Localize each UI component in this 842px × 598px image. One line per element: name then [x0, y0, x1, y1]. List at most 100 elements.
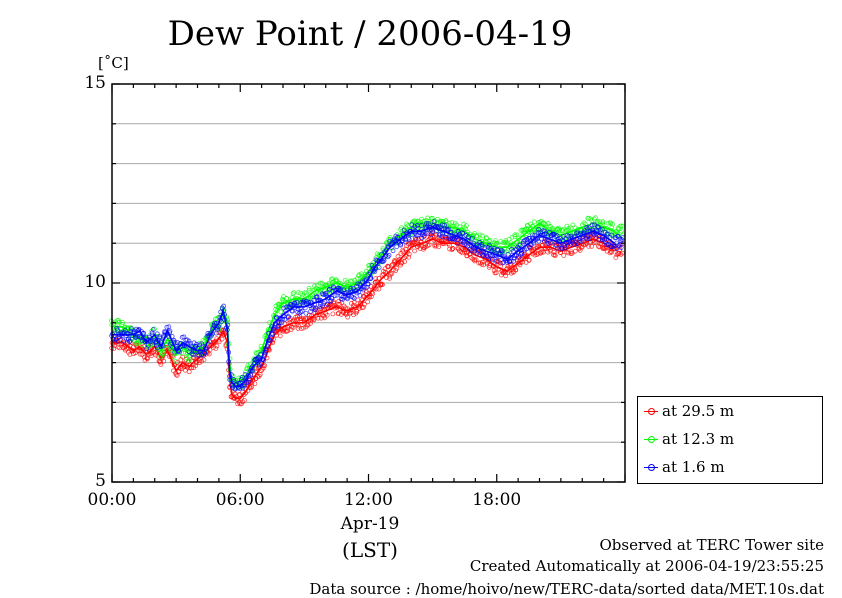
data-point	[474, 233, 480, 239]
data-point	[284, 304, 289, 310]
data-point	[416, 219, 421, 224]
data-point	[328, 298, 334, 304]
legend-item: at 29.5 m	[644, 401, 734, 421]
data-point	[426, 242, 432, 248]
data-point	[387, 275, 392, 281]
data-point	[487, 237, 493, 243]
y-tick-label: 15	[84, 73, 106, 93]
data-point	[531, 219, 537, 225]
data-point	[278, 309, 284, 315]
data-point	[586, 243, 592, 249]
data-point	[294, 300, 300, 305]
legend-swatch-green	[644, 435, 658, 443]
data-point	[253, 350, 259, 356]
data-point	[449, 247, 455, 253]
data-point	[299, 308, 305, 314]
data-point	[201, 357, 207, 363]
data-point	[560, 234, 566, 239]
data-point	[486, 242, 492, 248]
data-point	[322, 291, 328, 297]
data-point	[602, 230, 608, 235]
data-point	[562, 245, 568, 251]
data-point	[508, 258, 514, 264]
data-point	[277, 333, 283, 339]
data-point	[618, 238, 624, 244]
data-point	[331, 284, 336, 290]
data-point	[449, 220, 455, 225]
data-point	[127, 338, 133, 344]
data-point	[311, 294, 317, 300]
data-point	[592, 232, 598, 238]
data-point	[158, 361, 164, 367]
data-point	[290, 308, 296, 314]
data-point	[369, 263, 375, 268]
data-point	[181, 334, 187, 340]
data-point	[439, 234, 445, 239]
data-point	[470, 235, 475, 241]
data-point	[166, 324, 172, 330]
data-point	[595, 219, 600, 224]
data-point	[149, 330, 155, 336]
data-point	[376, 286, 382, 292]
data-point	[351, 312, 356, 318]
data-point	[460, 230, 465, 236]
data-point	[161, 358, 167, 364]
data-point	[618, 245, 624, 250]
site-note: Observed at TERC Tower site	[599, 536, 824, 554]
data-point	[432, 242, 438, 247]
data-point	[446, 220, 452, 226]
legend-item: at 1.6 m	[644, 457, 725, 477]
data-point	[424, 230, 430, 236]
data-point	[214, 343, 220, 349]
data-point	[548, 240, 553, 246]
data-point	[254, 365, 259, 371]
data-point	[500, 240, 506, 246]
x-tick-label: 06:00	[215, 490, 265, 510]
data-point	[570, 222, 576, 228]
data-point	[499, 250, 505, 256]
data-point	[566, 225, 572, 231]
data-point	[552, 252, 558, 258]
data-point	[609, 232, 615, 238]
data-point	[361, 301, 367, 307]
data-point	[561, 253, 567, 258]
data-point	[509, 234, 515, 240]
data-point	[403, 239, 409, 245]
data-point	[505, 251, 511, 257]
data-point	[301, 325, 306, 331]
data-point	[286, 314, 292, 320]
data-point	[298, 309, 304, 315]
legend-swatch-blue	[644, 463, 658, 471]
data-point	[433, 243, 439, 249]
data-point	[378, 281, 384, 287]
data-point	[205, 330, 211, 336]
data-point	[150, 350, 155, 356]
data-point	[324, 312, 330, 318]
data-point	[526, 258, 532, 263]
data-point	[173, 358, 179, 364]
data-point	[493, 238, 498, 243]
data-point	[290, 324, 296, 330]
data-point	[410, 240, 416, 246]
data-point	[364, 284, 370, 290]
data-point	[357, 293, 363, 298]
data-point	[553, 242, 559, 248]
data-point	[351, 295, 357, 301]
data-point	[157, 334, 162, 340]
data-point	[303, 310, 309, 316]
data-point	[295, 290, 301, 295]
data-point	[400, 249, 406, 255]
data-point	[171, 354, 177, 360]
data-point	[394, 265, 400, 271]
data-point	[282, 316, 288, 322]
data-point	[186, 338, 192, 344]
legend-item: at 12.3 m	[644, 429, 734, 449]
data-point	[504, 240, 510, 246]
data-point	[365, 281, 371, 287]
data-point	[245, 379, 251, 385]
data-point	[497, 260, 503, 266]
legend-swatch-red	[644, 407, 658, 415]
x-axis-timezone-label: (LST)	[342, 538, 398, 562]
x-tick-label: 18:00	[472, 490, 522, 510]
data-point	[120, 320, 125, 325]
